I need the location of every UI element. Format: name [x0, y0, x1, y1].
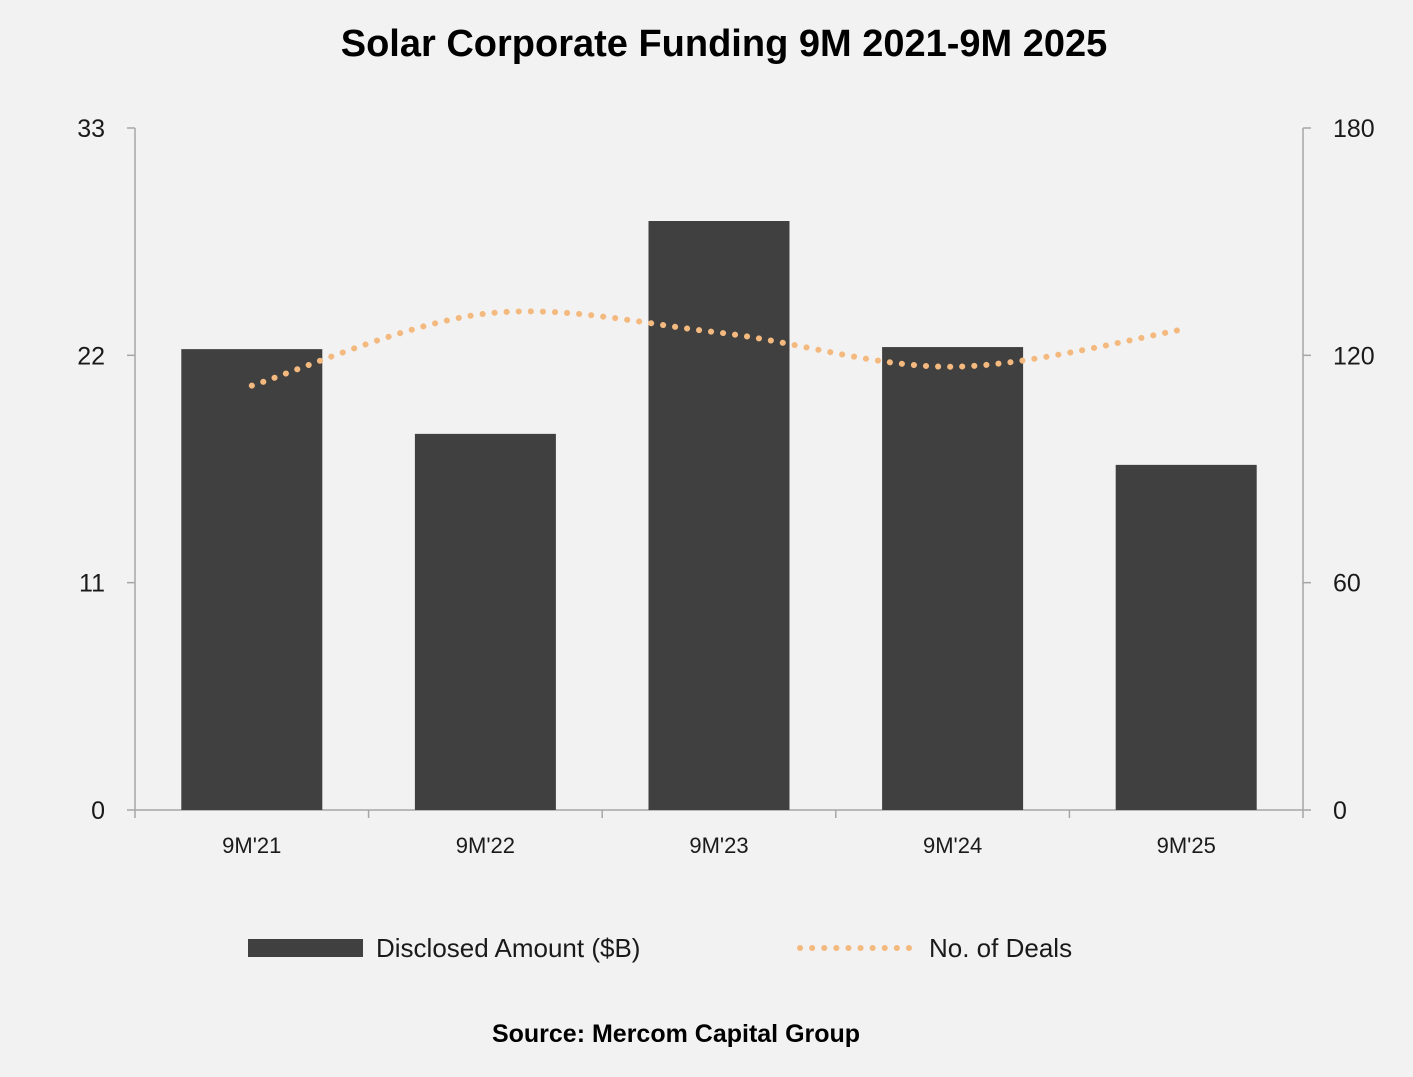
x-tick-label: 9M'24: [923, 833, 982, 858]
deals-line: [248, 308, 1190, 389]
legend-label-amount: Disclosed Amount ($B): [376, 933, 640, 963]
bar-amount: [648, 221, 790, 810]
x-tick-label: 9M'21: [222, 833, 281, 858]
left-tick-label: 11: [79, 570, 105, 598]
left-tick-label: 0: [91, 797, 105, 825]
right-tick-label: 180: [1333, 115, 1375, 143]
bar-amount: [882, 347, 1024, 810]
source-note: Source: Mercom Capital Group: [492, 1020, 860, 1048]
right-tick-label: 60: [1333, 570, 1361, 598]
bar-amount: [1115, 464, 1257, 810]
legend-swatch-amount: [248, 939, 363, 957]
bars: [181, 221, 1257, 810]
bar-amount: [181, 349, 323, 810]
legend: Disclosed Amount ($B) No. of Deals: [248, 933, 1072, 963]
right-tick-label: 0: [1333, 797, 1347, 825]
deals-line-path: [248, 308, 1190, 389]
left-tick-label: 22: [77, 342, 105, 370]
x-tick-label: 9M'22: [456, 833, 515, 858]
x-tick-label: 9M'23: [689, 833, 748, 858]
x-tick-label: 9M'25: [1157, 833, 1216, 858]
chart-title: Solar Corporate Funding 9M 2021-9M 2025: [341, 23, 1108, 65]
right-tick-label: 120: [1333, 342, 1375, 370]
bar-amount: [414, 433, 556, 810]
axes: 0 11 22 33 0 60 120 180 9M'21 9M'22 9M'23 9M'24 9M'2…: [77, 115, 1375, 858]
legend-label-deals: No. of Deals: [929, 933, 1072, 963]
left-tick-label: 33: [77, 115, 105, 143]
